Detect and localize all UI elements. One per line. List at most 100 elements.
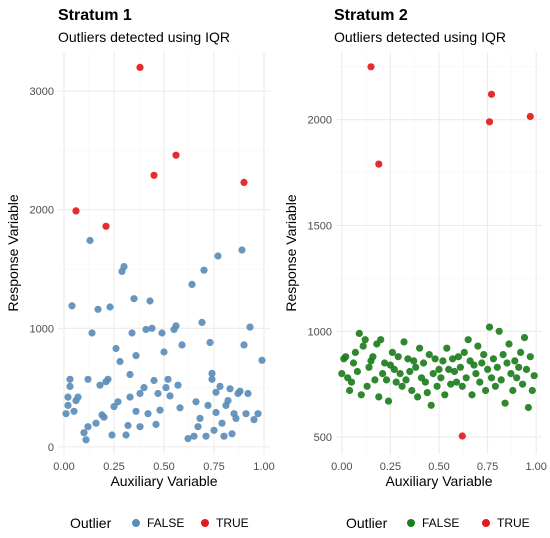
data-point-false xyxy=(70,407,78,415)
data-point-false xyxy=(208,375,216,383)
data-point-false xyxy=(244,389,252,398)
data-point-false xyxy=(200,266,208,274)
data-point-false xyxy=(196,414,204,422)
data-point-false xyxy=(82,436,90,444)
data-point-false xyxy=(166,392,174,400)
y-tick-label: 2000 xyxy=(308,115,332,127)
data-point-true xyxy=(136,63,144,71)
data-point-false xyxy=(64,401,72,409)
data-point-false xyxy=(435,365,443,373)
data-point-true xyxy=(150,171,158,179)
data-point-false xyxy=(172,322,180,330)
data-point-false xyxy=(460,348,468,356)
x-tick-label: 0.25 xyxy=(380,461,401,473)
data-point-false xyxy=(226,385,234,393)
data-point-false xyxy=(250,416,258,424)
data-point-false xyxy=(528,386,536,395)
data-point-false xyxy=(363,382,371,390)
data-point-false xyxy=(458,382,466,390)
data-point-false xyxy=(484,365,492,373)
data-point-false xyxy=(482,386,490,395)
data-point-false xyxy=(228,430,236,438)
data-point-false xyxy=(162,384,170,392)
data-point-false xyxy=(412,363,420,371)
data-point-false xyxy=(258,356,266,364)
legend-symbol-true xyxy=(201,519,209,527)
data-point-false xyxy=(357,391,365,399)
data-point-false xyxy=(346,386,354,395)
legend-label-true: TRUE xyxy=(216,516,249,530)
data-point-false xyxy=(236,387,244,395)
data-point-false xyxy=(96,381,104,389)
data-point-false xyxy=(84,423,92,431)
y-tick-label: 1000 xyxy=(30,323,54,335)
data-point-false xyxy=(406,367,414,376)
legend-1: Outlier FALSE TRUE xyxy=(70,515,249,531)
data-point-false xyxy=(86,236,94,245)
data-point-false xyxy=(204,401,212,409)
legend-symbol-false xyxy=(407,519,415,527)
data-point-false xyxy=(381,359,389,367)
data-point-false xyxy=(116,357,124,366)
data-point-false xyxy=(375,393,383,401)
data-point-false xyxy=(427,401,435,409)
data-point-false xyxy=(254,410,262,418)
data-point-false xyxy=(392,378,400,386)
data-point-false xyxy=(377,336,385,344)
data-point-false xyxy=(132,352,140,360)
data-point-false xyxy=(522,365,531,373)
data-point-true xyxy=(487,90,496,98)
data-point-false xyxy=(382,376,391,384)
data-point-false xyxy=(497,376,505,384)
data-point-false xyxy=(338,370,346,378)
x-tick-label: 1.00 xyxy=(253,461,274,473)
data-point-false xyxy=(158,329,166,337)
data-point-false xyxy=(110,403,118,411)
data-point-false xyxy=(495,327,503,335)
chart-subtitle: Outliers detected using IQR xyxy=(334,29,506,45)
data-point-false xyxy=(400,338,408,346)
data-point-false xyxy=(188,280,196,288)
data-point-false xyxy=(212,408,220,417)
data-point-false xyxy=(452,378,461,386)
data-point-false xyxy=(410,357,418,365)
y-tick-label: 2000 xyxy=(30,205,54,217)
data-point-false xyxy=(184,435,192,443)
y-axis-title: Response Variable xyxy=(5,194,21,311)
data-point-false xyxy=(402,376,410,384)
data-point-false xyxy=(474,342,482,350)
data-point-false xyxy=(114,398,122,406)
data-point-false xyxy=(224,397,232,405)
data-point-false xyxy=(136,389,144,398)
data-point-false xyxy=(445,365,453,373)
chart-panel-2: 0.00 0.25 0.50 0.75 1.00 500 1000 1500 2000 Strat… xyxy=(283,7,547,489)
y-tick-label: 0 xyxy=(48,442,54,454)
x-axis-title: Auxiliary Variable xyxy=(110,473,217,489)
data-point-false xyxy=(136,423,144,431)
data-point-false xyxy=(194,423,202,431)
data-point-false xyxy=(120,263,128,271)
data-point-false xyxy=(526,353,534,361)
data-point-false xyxy=(355,329,363,337)
x-tick-label: 0.75 xyxy=(477,461,498,473)
data-point-false xyxy=(100,413,108,421)
data-point-false xyxy=(108,431,116,439)
legend-2: Outlier FALSE TRUE xyxy=(346,515,530,531)
data-point-false xyxy=(433,382,441,390)
data-point-false xyxy=(74,393,82,401)
data-point-false xyxy=(485,323,494,331)
data-point-false xyxy=(216,382,224,390)
data-point-false xyxy=(456,363,464,371)
data-point-false xyxy=(513,374,521,382)
data-point-false xyxy=(450,367,459,376)
data-point-false xyxy=(130,295,138,303)
data-point-false xyxy=(468,391,476,399)
data-point-false xyxy=(210,426,218,434)
data-point-false xyxy=(122,431,130,439)
data-point-false xyxy=(371,376,379,384)
data-point-false xyxy=(232,414,240,422)
data-point-false xyxy=(388,348,396,356)
data-point-false xyxy=(499,351,507,359)
data-point-false xyxy=(462,374,470,382)
data-point-false xyxy=(84,375,92,383)
